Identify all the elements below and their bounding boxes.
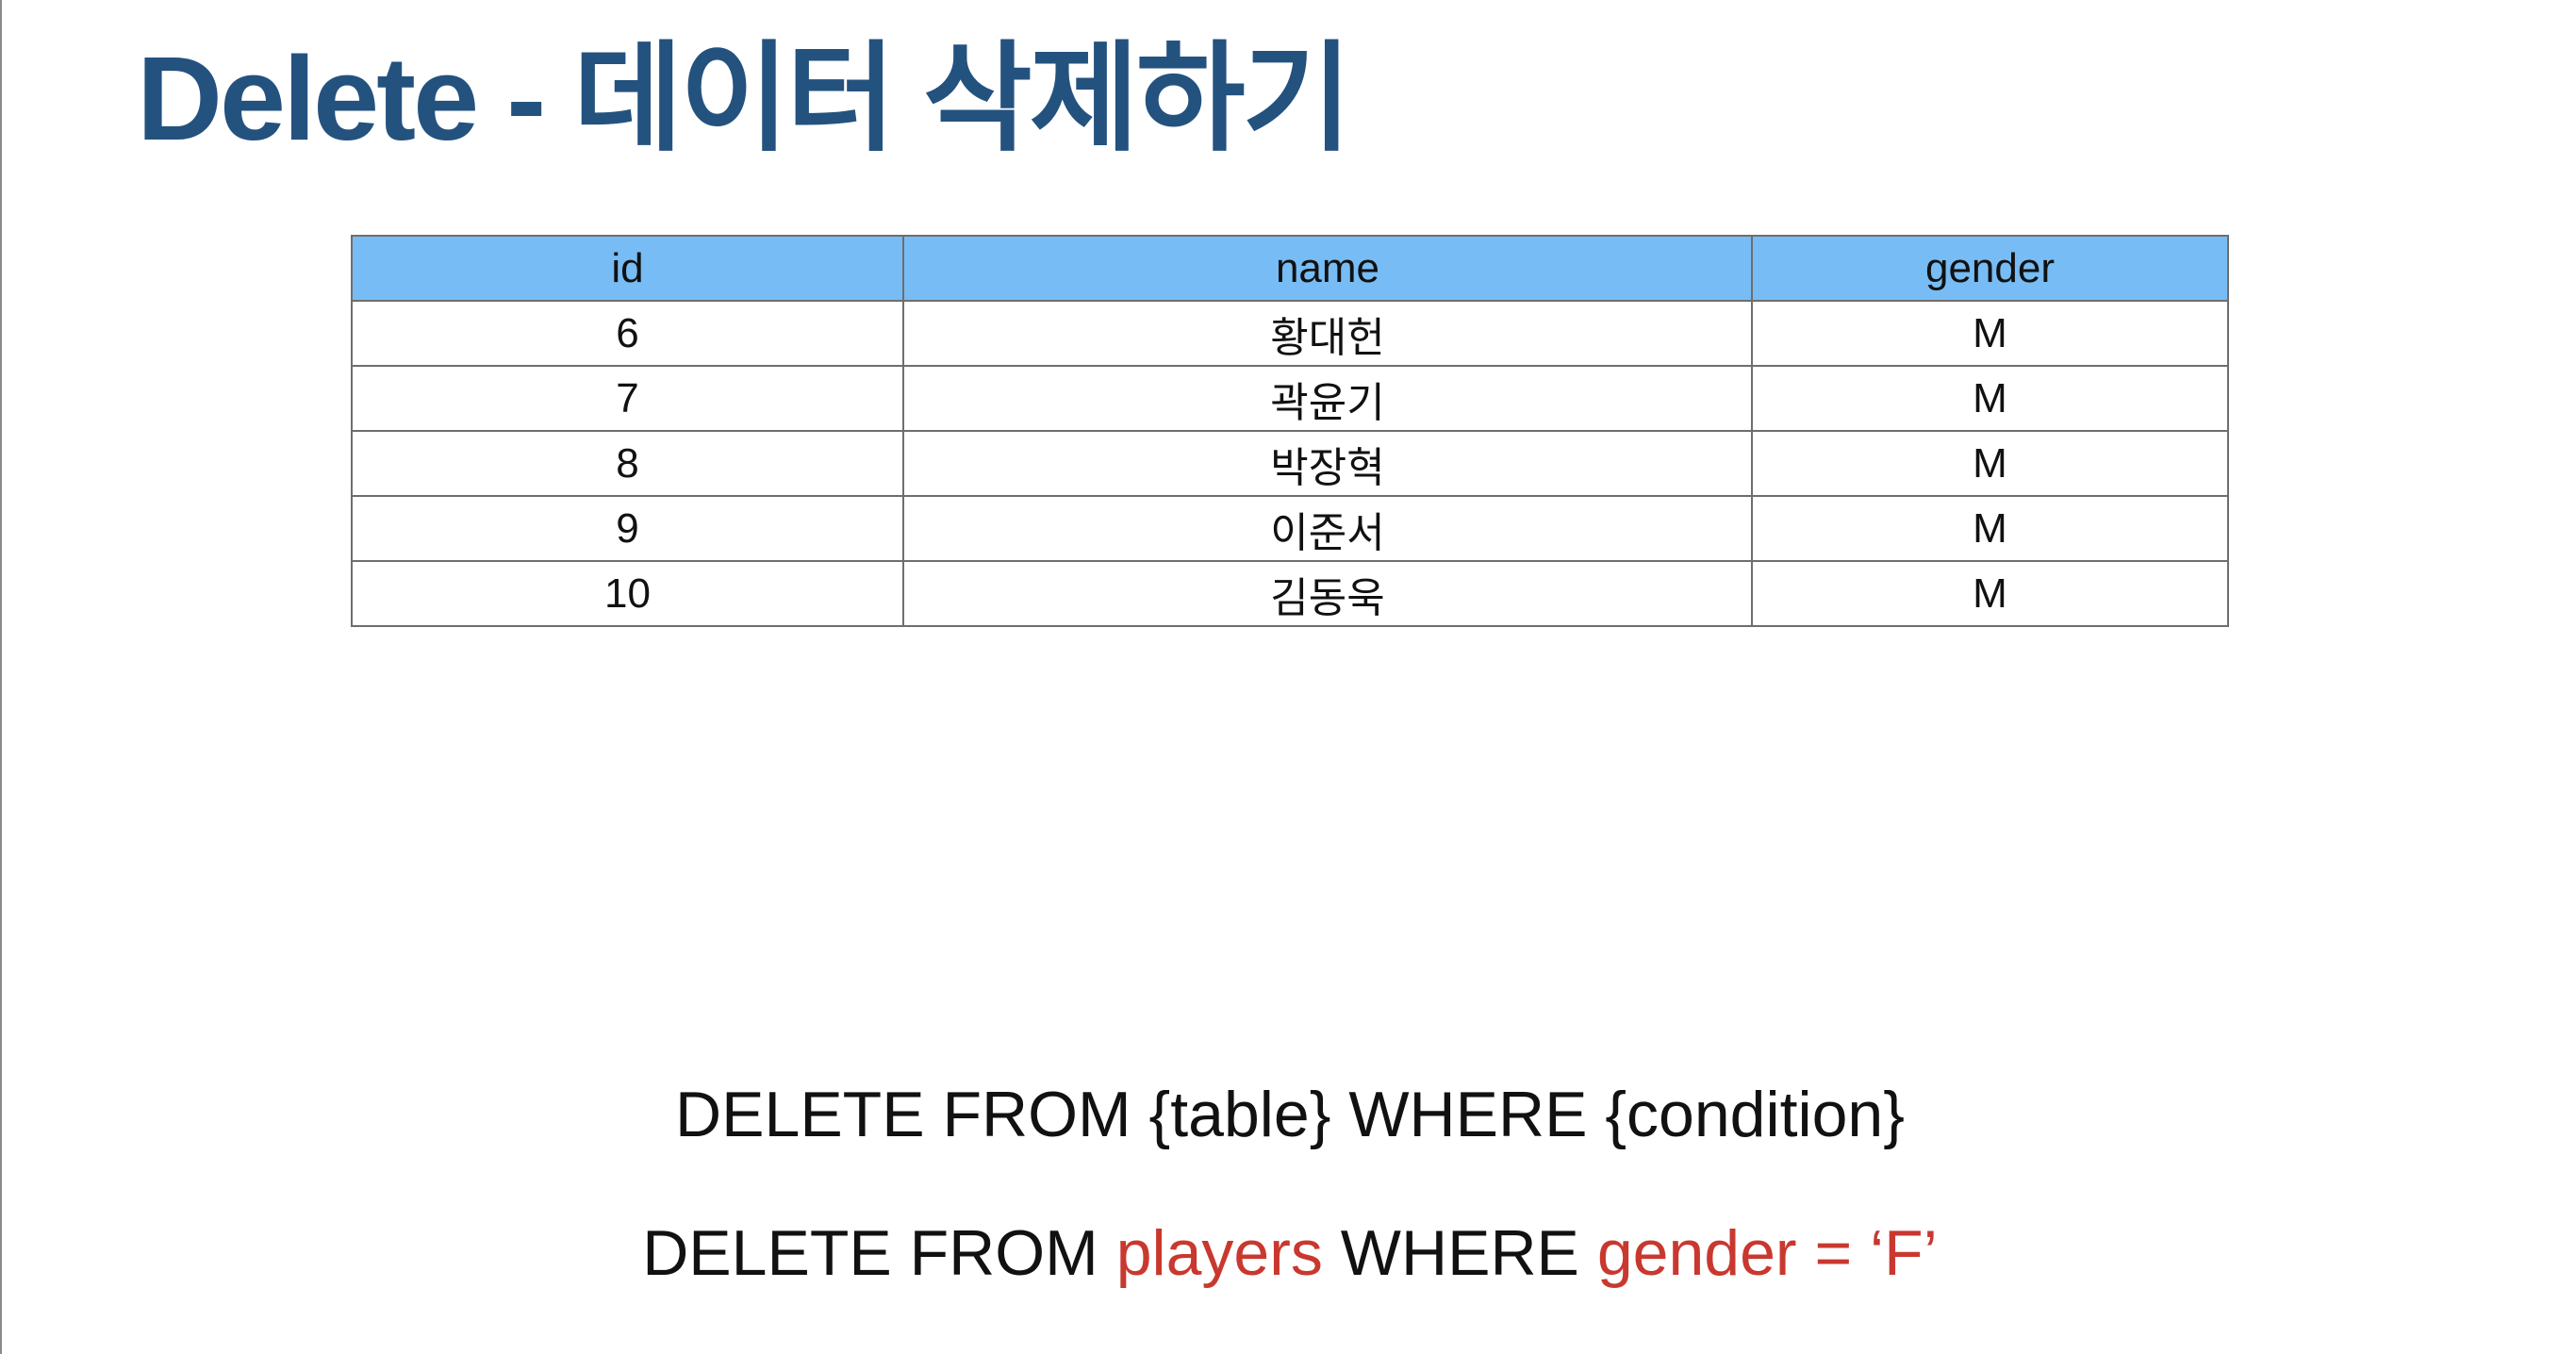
cell-id: 7 [351, 365, 904, 432]
players-table: id name gender 6 황대헌 M 7 곽윤기 M 8 박장혁 M [351, 235, 2229, 627]
sql-keyword-where: WHERE [1322, 1217, 1597, 1289]
sql-syntax-generic: DELETE FROM {table} WHERE {condition} [675, 1079, 1905, 1150]
table-row: 6 황대헌 M [351, 300, 2229, 367]
table-row: 7 곽윤기 M [351, 365, 2229, 432]
cell-id: 6 [351, 300, 904, 367]
table-row: 9 이준서 M [351, 495, 2229, 562]
cell-gender: M [1751, 300, 2229, 367]
table-header-row: id name gender [351, 235, 2229, 302]
table-row: 8 박장혁 M [351, 430, 2229, 497]
sql-syntax-example: DELETE FROM players WHERE gender = ‘F’ [2, 1215, 2576, 1291]
cell-name: 곽윤기 [902, 365, 1753, 432]
column-header-gender: gender [1751, 235, 2229, 302]
table-row: 10 김동욱 M [351, 560, 2229, 627]
cell-id: 9 [351, 495, 904, 562]
cell-name: 김동욱 [902, 560, 1753, 627]
cell-id: 10 [351, 560, 904, 627]
column-header-name: name [902, 235, 1753, 302]
cell-gender: M [1751, 365, 2229, 432]
cell-name: 황대헌 [902, 300, 1753, 367]
cell-gender: M [1751, 430, 2229, 497]
cell-name: 이준서 [902, 495, 1753, 562]
sql-table-name: players [1115, 1217, 1323, 1289]
column-header-id: id [351, 235, 904, 302]
sql-condition: gender = ‘F’ [1596, 1217, 1938, 1289]
slide-title: Delete - 데이터 삭제하기 [137, 32, 1352, 165]
cell-id: 8 [351, 430, 904, 497]
cell-gender: M [1751, 560, 2229, 627]
sql-keyword-delete-from: DELETE FROM [642, 1217, 1116, 1289]
cell-name: 박장혁 [902, 430, 1753, 497]
cell-gender: M [1751, 495, 2229, 562]
